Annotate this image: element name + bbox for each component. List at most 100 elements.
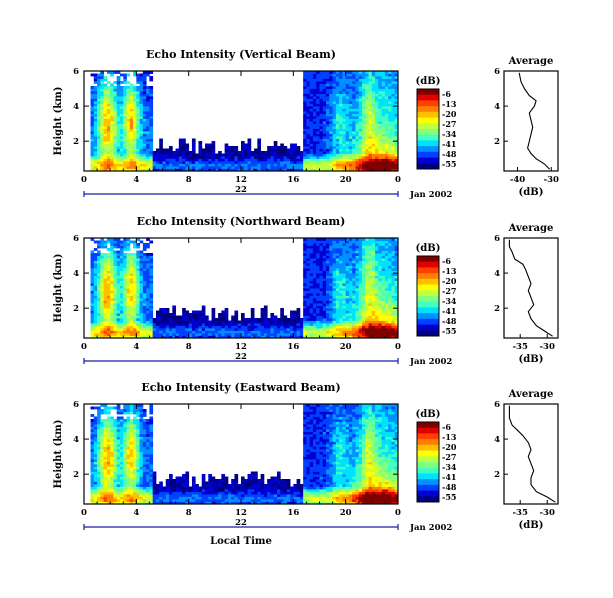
heatmap-cell — [119, 328, 124, 331]
heatmap-cell — [123, 116, 127, 119]
heatmap-cell — [355, 96, 360, 99]
heatmap-cell — [205, 158, 209, 162]
heatmap-cell — [123, 103, 127, 107]
heatmap-cell — [182, 153, 186, 157]
heatmap-cell — [371, 103, 376, 107]
heatmap-cell — [303, 268, 307, 271]
heatmap-cell — [270, 153, 275, 157]
heatmap-cell — [129, 128, 134, 132]
heatmap-cell — [133, 278, 137, 281]
heatmap-cell — [97, 501, 101, 505]
heatmap-cell — [368, 146, 373, 149]
heatmap-cell — [329, 273, 333, 276]
heatmap-cell — [149, 328, 154, 331]
heatmap-cell — [345, 298, 350, 301]
heatmap-cell — [149, 148, 154, 152]
heatmap-cell — [322, 138, 327, 142]
heatmap-cell — [126, 253, 131, 256]
heatmap-cell — [231, 168, 235, 172]
heatmap-cell — [113, 156, 118, 159]
heatmap-cell — [178, 330, 183, 334]
heatmap-cell — [267, 318, 271, 321]
heatmap-cell — [283, 153, 288, 157]
heatmap-cell — [381, 93, 386, 97]
heatmap-cell — [342, 315, 347, 319]
heatmap-cell — [103, 138, 108, 142]
heatmap-cell — [90, 123, 95, 127]
heatmap-cell — [335, 308, 340, 311]
heatmap-cell — [113, 285, 118, 289]
heatmap-cell — [368, 73, 373, 77]
heatmap-cell — [106, 136, 111, 139]
heatmap-cell — [146, 71, 150, 74]
heatmap-cell — [358, 313, 363, 316]
heatmap-cell — [100, 489, 105, 492]
heatmap-cell — [371, 283, 376, 286]
heatmap-cell — [322, 83, 327, 87]
heatmap-cell — [149, 76, 154, 79]
heatmap-cell — [263, 158, 268, 162]
heatmap-cell — [371, 91, 376, 94]
heatmap-cell — [257, 328, 262, 331]
heatmap-cell — [309, 273, 314, 276]
heatmap-cell — [198, 141, 203, 144]
heatmap-cell — [388, 133, 392, 137]
heatmap-cell — [316, 308, 320, 311]
heatmap-cell — [362, 78, 366, 82]
heatmap-cell — [312, 253, 317, 256]
heatmap-cell — [93, 166, 98, 169]
heatmap-cell — [371, 265, 376, 269]
heatmap-cell — [126, 123, 131, 127]
heatmap-cell — [100, 278, 105, 281]
heatmap-cell — [142, 263, 147, 266]
heatmap-cell — [362, 320, 366, 324]
heatmap-cell — [299, 325, 304, 329]
heatmap-cell — [365, 328, 369, 331]
heatmap-cell — [257, 168, 262, 172]
heatmap-cell — [93, 93, 98, 97]
heatmap-cell — [93, 330, 98, 334]
heatmap-cell — [100, 298, 105, 301]
heatmap-cell — [136, 290, 140, 294]
heatmap-cell — [342, 308, 347, 311]
heatmap-cell — [273, 328, 278, 331]
heatmap-cell — [296, 310, 301, 314]
heatmap-cell — [113, 325, 118, 329]
heatmap-cell — [97, 161, 101, 164]
heatmap-cell — [368, 163, 373, 167]
heatmap-cell — [276, 168, 281, 172]
heatmap-cell — [93, 123, 98, 127]
heatmap-cell — [172, 330, 176, 334]
heatmap-cell — [329, 121, 333, 124]
heatmap-cell — [388, 305, 392, 309]
heatmap-cell — [142, 103, 147, 107]
heatmap-cell — [129, 280, 134, 284]
heatmap-cell — [316, 265, 320, 269]
heatmap-cell — [97, 168, 101, 172]
heatmap-cell — [106, 253, 111, 256]
heatmap-cell — [312, 328, 317, 331]
heatmap-cell — [348, 335, 353, 339]
heatmap-cell — [211, 328, 216, 331]
heatmap-cell — [93, 158, 98, 162]
heatmap-cell — [136, 93, 140, 97]
heatmap-cell — [394, 250, 399, 254]
heatmap-cell — [384, 116, 389, 119]
heatmap-cell — [133, 123, 137, 127]
heatmap-cell — [384, 278, 389, 281]
heatmap-cell — [155, 325, 160, 329]
heatmap-cell — [123, 121, 127, 124]
heatmap-cell — [355, 248, 360, 251]
heatmap-cell — [276, 146, 281, 149]
heatmap-cell — [348, 138, 353, 142]
average-profile-line — [508, 239, 553, 337]
heatmap-cell — [290, 335, 294, 339]
heatmap-cell — [368, 318, 373, 321]
heatmap-cell — [375, 250, 379, 254]
heatmap-cell — [214, 168, 219, 172]
heatmap-cell — [119, 288, 124, 291]
heatmap-cell — [384, 133, 389, 137]
heatmap-cell — [384, 308, 389, 311]
heatmap-cell — [362, 98, 366, 102]
colorbar-swatch — [417, 106, 439, 113]
